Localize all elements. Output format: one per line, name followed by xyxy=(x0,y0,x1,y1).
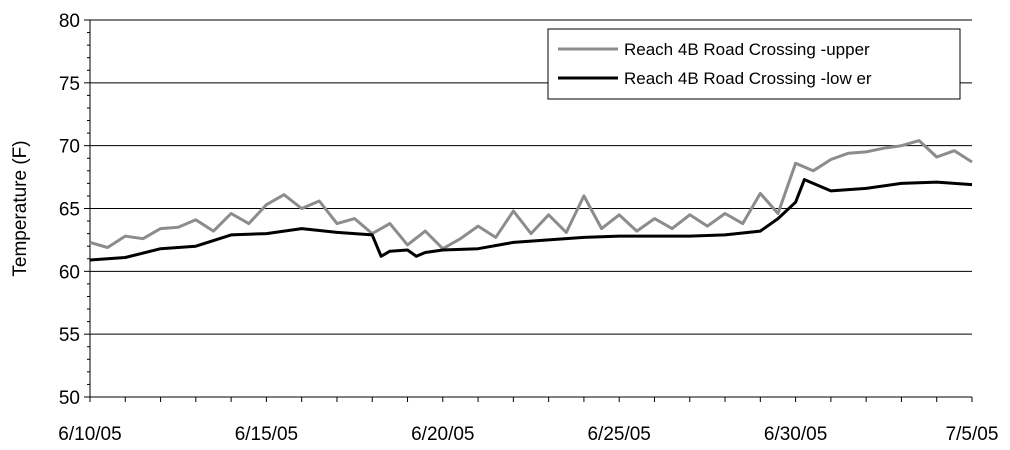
y-tick-label: 75 xyxy=(59,74,80,95)
y-tick-label: 50 xyxy=(59,388,80,409)
y-tick-label: 80 xyxy=(59,11,80,32)
y-tick-label: 55 xyxy=(59,325,80,346)
y-tick-label: 65 xyxy=(59,200,80,221)
y-axis-title: Temperature (F) xyxy=(10,140,31,276)
y-tick-label: 70 xyxy=(59,137,80,158)
x-tick-label: 6/10/05 xyxy=(58,424,121,445)
legend-box xyxy=(547,28,961,100)
legend: Reach 4B Road Crossing -upper Reach 4B R… xyxy=(547,28,961,100)
x-tick-label: 7/5/05 xyxy=(946,424,999,445)
horizontal-gridlines xyxy=(90,19,972,335)
x-tick-label: 6/15/05 xyxy=(235,424,298,445)
x-tick-label: 6/30/05 xyxy=(764,424,827,445)
series-line-lower xyxy=(89,178,973,262)
legend-label-upper: Reach 4B Road Crossing -upper xyxy=(624,40,870,59)
tick-labels: 50 55 60 65 70 75 80 6/10/05 6/15/05 6/20/05 6/25/… xyxy=(58,11,998,445)
legend-label-lower: Reach 4B Road Crossing -low er xyxy=(624,69,872,88)
axes xyxy=(84,19,973,402)
x-tick-label: 6/25/05 xyxy=(587,424,650,445)
y-tick-label: 60 xyxy=(59,262,80,283)
x-tick-label: 6/20/05 xyxy=(411,424,474,445)
data-series xyxy=(89,139,973,262)
series-line-upper xyxy=(89,139,973,251)
